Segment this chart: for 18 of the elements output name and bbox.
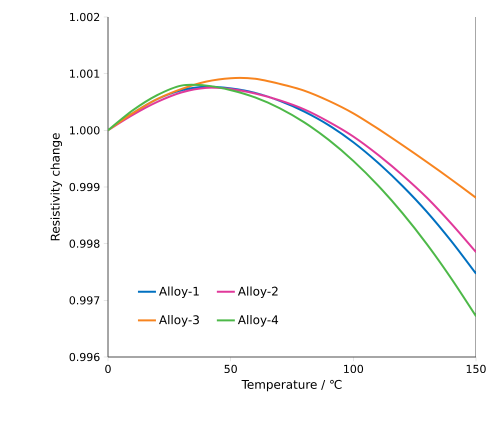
- y-axis-title: Resistivity change: [50, 133, 62, 240]
- legend-label: Alloy-1: [159, 286, 199, 298]
- x-tick-label: 50: [224, 364, 237, 374]
- legend-label: Alloy-3: [159, 315, 199, 327]
- x-tick-label: 0: [105, 364, 111, 374]
- y-tick-label: 1.002: [70, 12, 100, 22]
- y-tick-label: 0.996: [70, 352, 100, 362]
- y-tick-label: 0.999: [70, 182, 100, 192]
- legend-label: Alloy-4: [238, 315, 278, 327]
- y-tick-label: 1.000: [70, 126, 100, 134]
- y-tick-label: 0.997: [70, 296, 100, 304]
- y-tick-label: 1.001: [70, 70, 100, 78]
- legend-label: Alloy-2: [238, 286, 278, 298]
- line-series: [108, 76, 476, 199]
- y-tick-label: 0.998: [70, 240, 100, 248]
- x-axis-title: Temperature / ℃: [242, 380, 342, 392]
- x-tick-label: 100: [344, 364, 364, 374]
- x-tick-label: 150: [466, 364, 486, 374]
